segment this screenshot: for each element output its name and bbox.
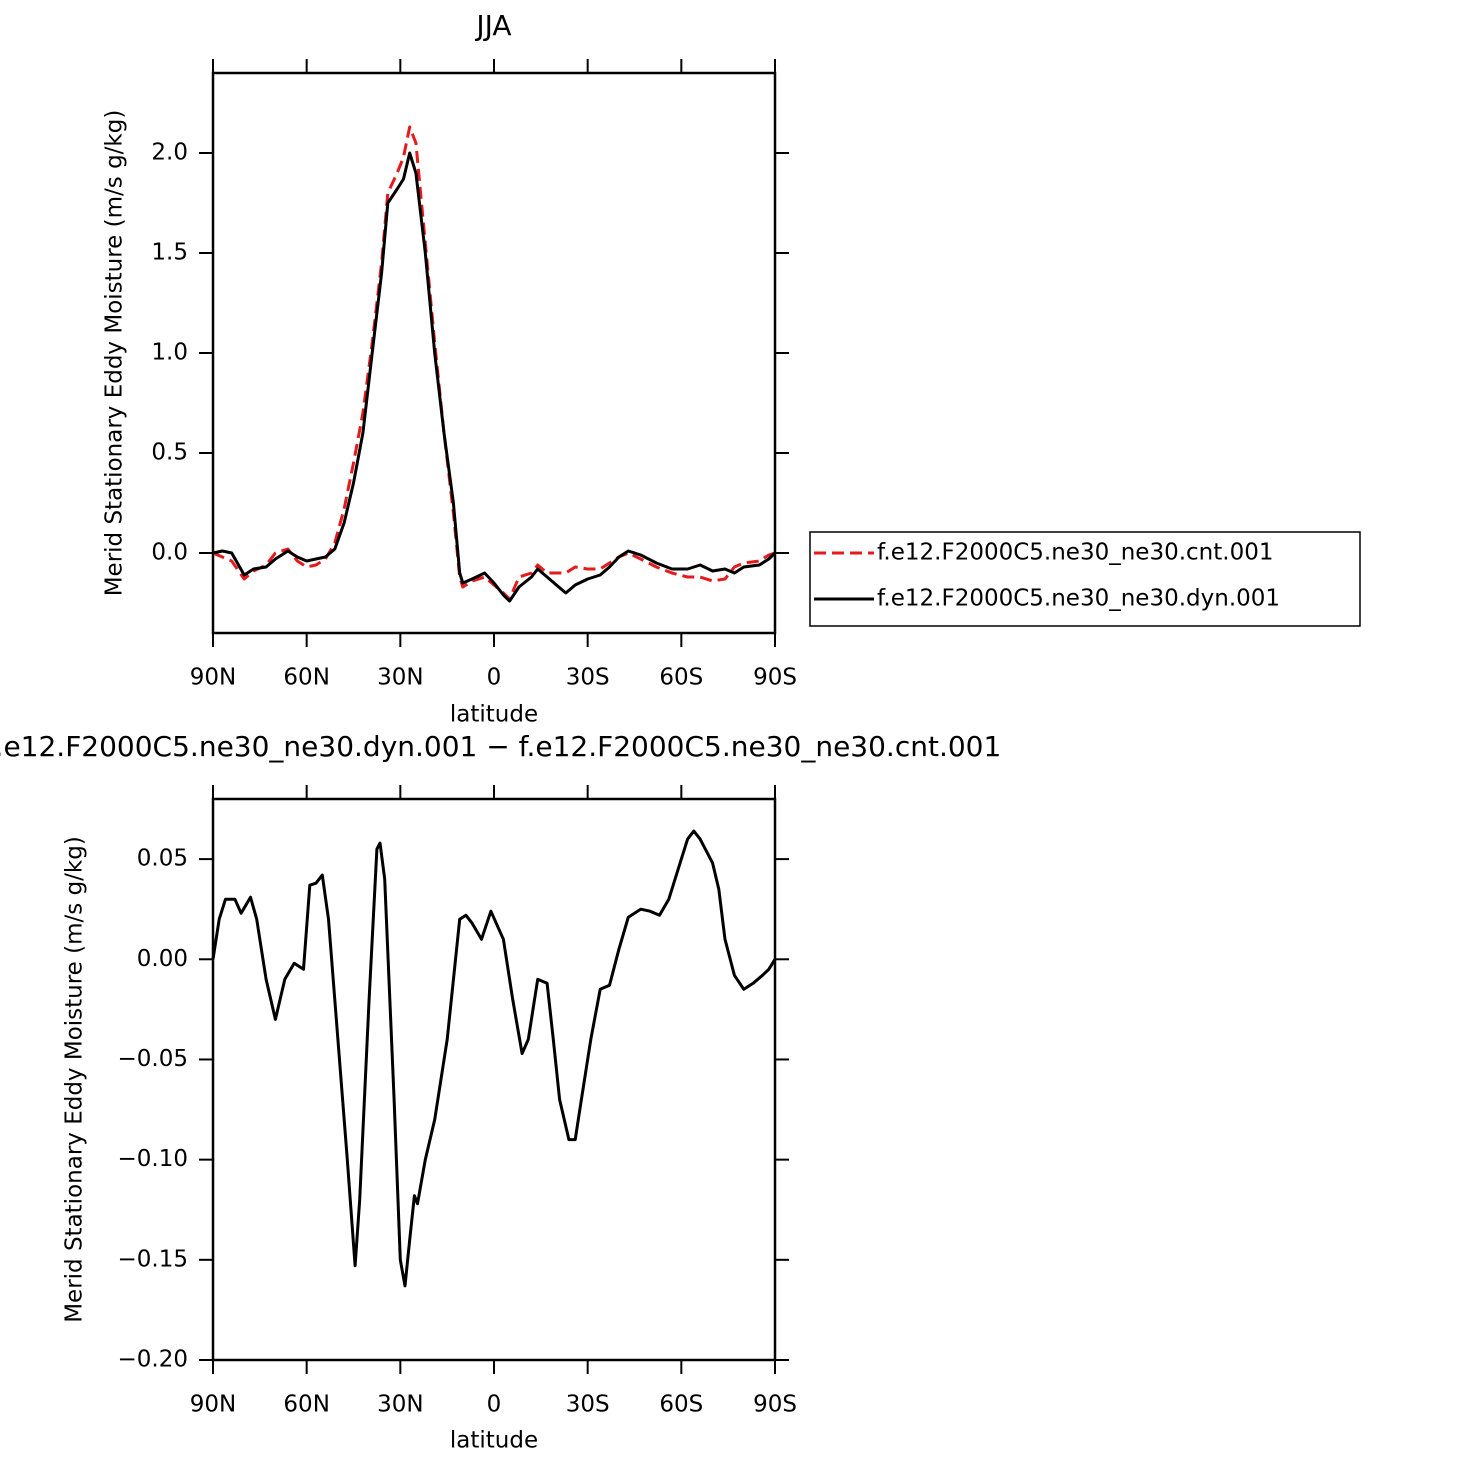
x-axis-label: latitude [450,702,538,728]
x-tick-label: 60N [283,665,329,691]
y-tick-label: 0.0 [151,540,188,566]
x-tick-label: 0 [487,1392,502,1418]
chart-title: JJA [474,9,511,42]
x-tick-label: 60S [659,665,703,691]
plot-frame [211,797,777,1362]
x-tick-label: 30S [566,1392,610,1418]
x-axis-label: latitude [450,1428,538,1454]
y-tick-label: 2.0 [151,140,188,166]
y-tick-label: 0.05 [137,846,188,872]
legend-label: f.e12.F2000C5.ne30_ne30.cnt.001 [877,540,1273,566]
x-tick-label: 30N [377,665,423,691]
y-tick-label: −0.20 [118,1347,188,1373]
x-tick-label: 90N [190,665,236,691]
y-tick-label: −0.15 [118,1246,188,1272]
x-tick-label: 30N [377,1392,423,1418]
x-tick-label: 0 [487,665,502,691]
y-tick-label: −0.10 [118,1146,188,1172]
x-tick-label: 60N [283,1392,329,1418]
x-tick-label: 90N [190,1392,236,1418]
y-tick-label: 0.00 [137,946,188,972]
y-tick-label: −0.05 [118,1046,188,1072]
x-tick-label: 60S [659,1392,703,1418]
legend-label: f.e12.F2000C5.ne30_ne30.dyn.001 [877,586,1280,612]
data-line [212,125,776,601]
legend-box [809,531,1361,627]
x-tick-label: 90S [753,1392,797,1418]
y-axis-label: Merid Stationary Eddy Moisture (m/s g/kg… [62,836,88,1323]
plot-frame [211,71,777,635]
data-line [211,829,777,1288]
y-tick-label: 1.0 [151,340,188,366]
data-line [212,151,777,603]
y-tick-label: 1.5 [151,240,188,266]
y-tick-label: 0.5 [151,440,188,466]
x-tick-label: 30S [566,665,610,691]
y-axis-label: Merid Stationary Eddy Moisture (m/s g/kg… [102,110,128,597]
chart-title: f.e12.F2000C5.ne30_ne30.dyn.001 − f.e12.… [0,730,1001,763]
x-tick-label: 90S [753,665,797,691]
